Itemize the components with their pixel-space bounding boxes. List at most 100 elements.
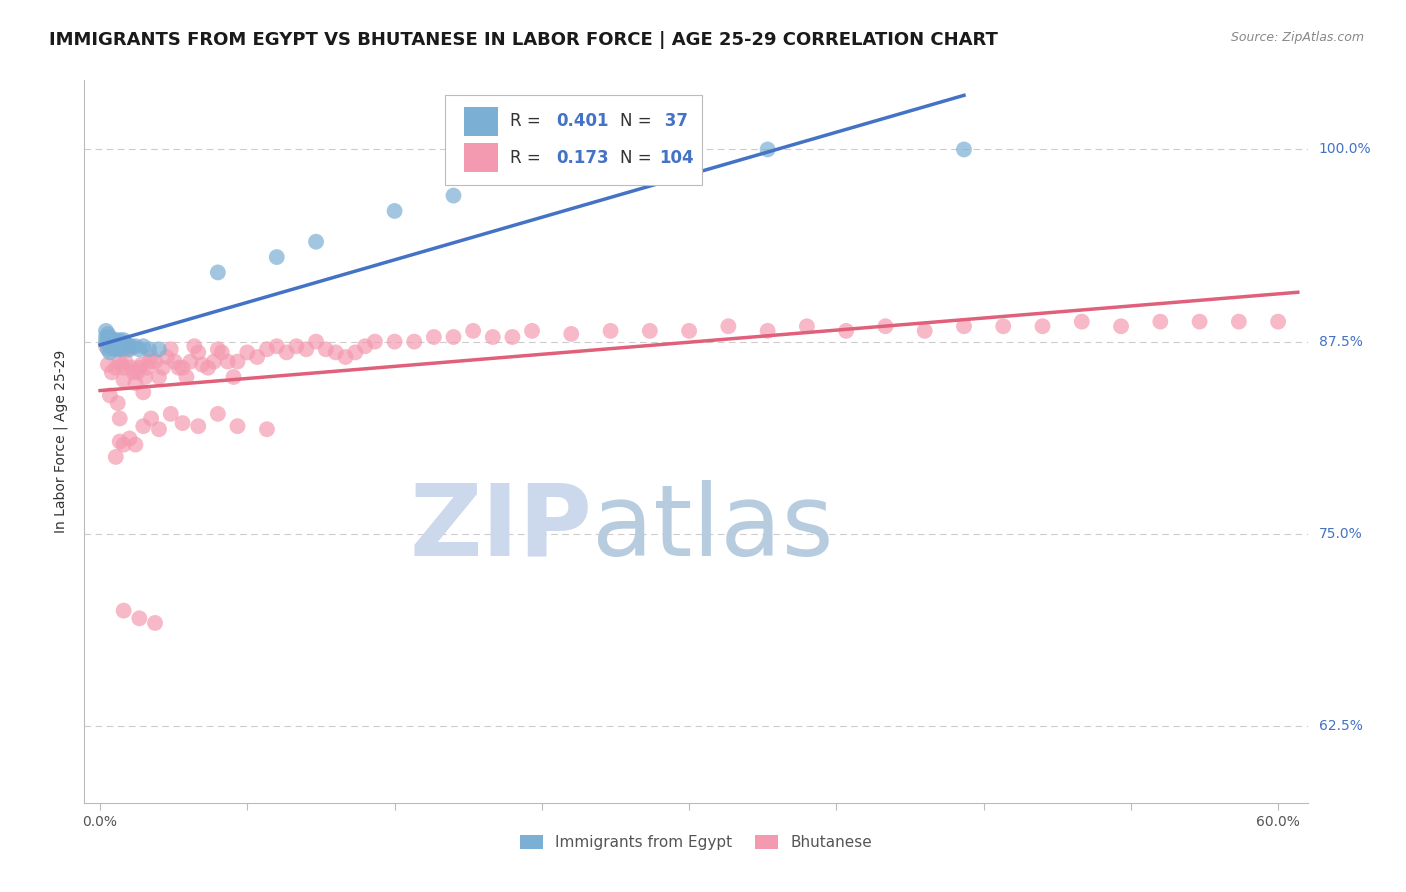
Point (305, 235, 328, 249)
Point (121, 339, 143, 353)
Point (97, 326, 120, 341)
Point (1267, 315, 1289, 329)
Text: 37: 37 (659, 112, 689, 130)
Text: Source: ZipAtlas.com: Source: ZipAtlas.com (1230, 31, 1364, 45)
Point (104, 339, 127, 353)
Point (354, 339, 377, 353)
Point (163, 354, 186, 368)
Point (103, 334, 125, 349)
Point (197, 360, 219, 375)
Point (638, 324, 661, 338)
Point (953, 143, 976, 157)
Point (97, 334, 120, 349)
Point (1149, 315, 1171, 329)
Point (875, 319, 897, 334)
Point (112, 604, 135, 618)
Point (756, 324, 779, 338)
Text: N =: N = (620, 112, 657, 130)
Point (156, 350, 179, 364)
Legend: Immigrants from Egypt, Bhutanese: Immigrants from Egypt, Bhutanese (513, 830, 879, 856)
Point (124, 437, 146, 451)
Point (128, 343, 150, 357)
Point (285, 339, 308, 353)
Point (101, 339, 124, 353)
Point (246, 350, 269, 364)
Point (148, 370, 170, 384)
Point (187, 345, 209, 359)
Point (148, 343, 170, 357)
Point (128, 360, 150, 375)
Point (183, 339, 205, 353)
Point (104, 450, 127, 464)
Point (127, 365, 149, 379)
Point (599, 324, 621, 338)
FancyBboxPatch shape (464, 143, 498, 172)
Point (222, 370, 245, 384)
Point (108, 354, 131, 368)
Point (94, 324, 117, 338)
Point (138, 354, 160, 368)
Point (344, 345, 367, 359)
Point (132, 339, 155, 353)
Point (159, 407, 181, 421)
Point (104, 333, 127, 347)
Point (1227, 315, 1250, 329)
Point (993, 319, 1015, 334)
Point (796, 319, 818, 334)
Point (138, 343, 160, 357)
Point (305, 334, 328, 349)
Point (108, 411, 131, 425)
Point (315, 343, 337, 357)
FancyBboxPatch shape (464, 107, 498, 136)
Point (94, 334, 117, 349)
Point (139, 411, 162, 425)
Point (172, 360, 194, 375)
Text: 0.401: 0.401 (557, 112, 609, 130)
Point (1188, 315, 1211, 329)
Point (423, 330, 446, 344)
Point (107, 343, 129, 357)
Point (118, 339, 141, 353)
Point (717, 319, 740, 334)
Text: IMMIGRANTS FROM EGYPT VS BHUTANESE IN LABOR FORCE | AGE 25-29 CORRELATION CHART: IMMIGRANTS FROM EGYPT VS BHUTANESE IN LA… (49, 31, 998, 49)
Point (187, 419, 209, 434)
Point (443, 330, 465, 344)
Point (118, 432, 141, 446)
Point (207, 265, 229, 279)
Point (132, 385, 155, 400)
Point (295, 343, 318, 357)
Text: 87.5%: 87.5% (1319, 334, 1362, 349)
Point (835, 324, 858, 338)
Point (202, 354, 225, 368)
Point (159, 343, 181, 357)
Point (179, 354, 201, 368)
Point (128, 611, 150, 625)
Point (207, 407, 229, 421)
Point (143, 354, 166, 368)
Point (266, 339, 288, 353)
Point (98, 388, 121, 402)
Point (108, 339, 131, 353)
Point (172, 416, 194, 430)
Point (404, 334, 426, 349)
Point (114, 336, 136, 351)
Point (148, 422, 170, 436)
Point (112, 333, 135, 347)
Point (98, 337, 121, 351)
Point (226, 419, 249, 434)
Point (134, 370, 156, 384)
Point (98, 345, 121, 359)
Point (236, 345, 259, 359)
Point (103, 343, 125, 357)
Point (256, 343, 278, 357)
Point (756, 143, 779, 157)
Text: 104: 104 (659, 149, 695, 167)
Point (104, 360, 127, 375)
Point (132, 419, 155, 434)
Point (124, 339, 146, 353)
Point (266, 250, 288, 264)
Point (953, 319, 976, 334)
Point (914, 324, 936, 338)
Point (1109, 319, 1132, 334)
Point (112, 437, 135, 451)
